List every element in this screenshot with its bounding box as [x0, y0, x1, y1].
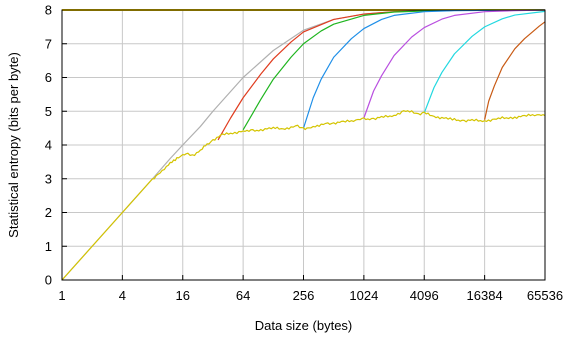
y-tick-label: 3 [45, 171, 52, 186]
x-tick-label: 1024 [349, 288, 378, 303]
axis-ticks [61, 9, 546, 281]
series-line-6 [423, 10, 546, 114]
y-axis-label: Statistical entropy (bits per byte) [6, 52, 21, 238]
gridlines [61, 10, 546, 280]
y-tick-label: 8 [45, 3, 52, 18]
x-tick-label: 16 [176, 288, 190, 303]
series-line-5 [363, 9, 546, 119]
y-tick-label: 7 [45, 36, 52, 51]
x-axis-label: Data size (bytes) [255, 318, 353, 333]
y-tick-label: 6 [45, 70, 52, 85]
y-tick-label: 2 [45, 205, 52, 220]
y-tick-label: 0 [45, 273, 52, 288]
x-tick-label: 65536 [527, 288, 563, 303]
x-tick-label: 4 [119, 288, 126, 303]
x-tick-label: 4096 [410, 288, 439, 303]
x-tick-label: 64 [236, 288, 250, 303]
y-tick-label: 5 [45, 104, 52, 119]
x-tick-label: 16384 [467, 288, 503, 303]
series-line-7 [484, 21, 546, 120]
x-tick-label: 256 [293, 288, 315, 303]
y-tick-label: 1 [45, 239, 52, 254]
series-line-4 [302, 9, 546, 129]
x-tick-label: 1 [58, 288, 65, 303]
series-line-3 [242, 9, 545, 131]
y-tick-label: 4 [45, 138, 52, 153]
series-line-8 [61, 110, 546, 281]
